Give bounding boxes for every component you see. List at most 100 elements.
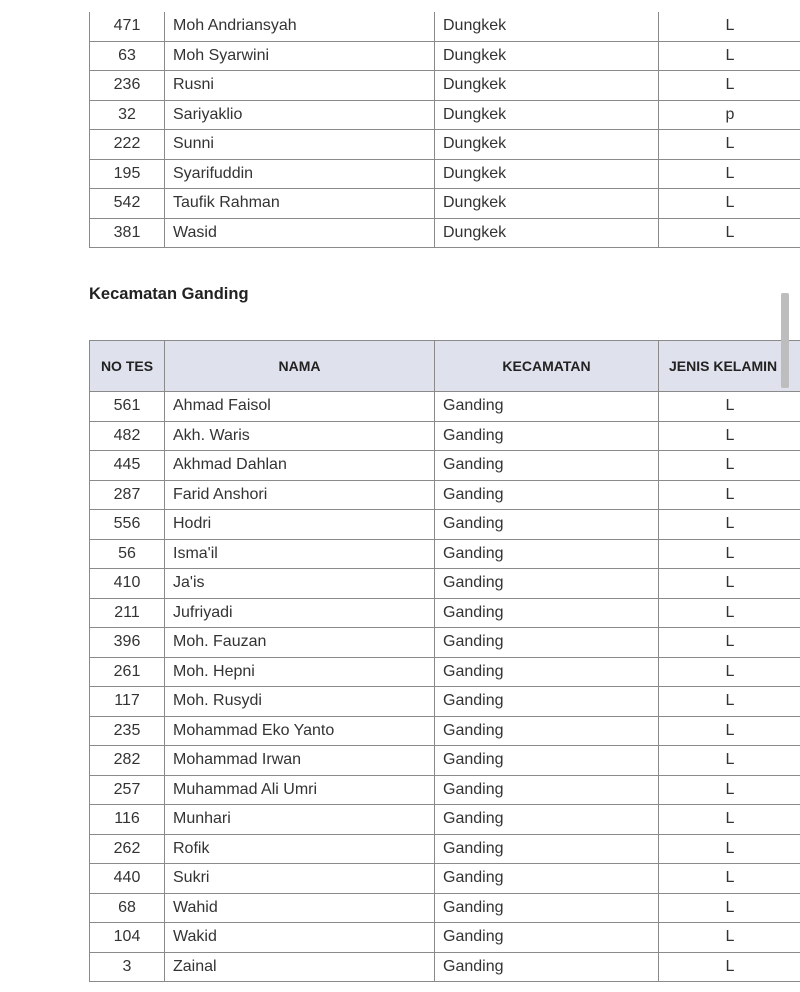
no-tes-cell: 471 [89,12,165,42]
gender-cell: L [658,450,800,481]
gender-cell: L [658,188,800,219]
table-row: 542 Taufik Rahman Dungkek L [89,188,800,219]
kecamatan-cell: Ganding [434,833,659,864]
kecamatan-cell: Ganding [434,420,659,451]
gender-cell: L [658,391,800,422]
no-tes-cell: 235 [89,715,165,746]
no-tes-cell: 440 [89,863,165,894]
no-tes-cell: 257 [89,774,165,805]
no-tes-cell: 3 [89,951,165,982]
no-tes-cell: 63 [89,40,165,71]
gender-cell: L [658,627,800,658]
name-cell: Moh Syarwini [164,40,435,71]
table-row: 471 Moh Andriansyah Dungkek L [89,12,800,42]
table-row: 63 Moh Syarwini Dungkek L [89,40,800,71]
gender-cell: L [658,656,800,687]
name-cell: Akh. Waris [164,420,435,451]
gender-cell: L [658,833,800,864]
gender-cell: L [658,129,800,160]
name-cell: Zainal [164,951,435,982]
name-cell: Munhari [164,804,435,835]
name-cell: Sariyaklio [164,99,435,130]
gender-cell: L [658,686,800,717]
name-cell: Muhammad Ali Umri [164,774,435,805]
ganding-table: NO TES NAMA KECAMATAN JENIS KELAMIN 561 A… [89,340,800,982]
gender-cell: L [658,479,800,510]
no-tes-cell: 56 [89,538,165,569]
kecamatan-cell: Ganding [434,627,659,658]
table-row: 381 Wasid Dungkek L [89,217,800,248]
kecamatan-cell: Dungkek [434,99,659,130]
table-row: 211 Jufriyadi Ganding L [89,597,800,628]
gender-cell: L [658,509,800,540]
table-row: 222 Sunni Dungkek L [89,129,800,160]
name-cell: Isma'il [164,538,435,569]
kecamatan-cell: Ganding [434,538,659,569]
name-cell: Akhmad Dahlan [164,450,435,481]
no-tes-cell: 222 [89,129,165,160]
table-row: 445 Akhmad Dahlan Ganding L [89,450,800,481]
table-row: 116 Munhari Ganding L [89,804,800,835]
kecamatan-cell: Ganding [434,509,659,540]
kecamatan-cell: Dungkek [434,12,659,42]
kecamatan-cell: Ganding [434,951,659,982]
gender-cell: L [658,70,800,101]
no-tes-cell: 117 [89,686,165,717]
name-cell: Ja'is [164,568,435,599]
header-kecamatan: KECAMATAN [434,340,659,392]
table-row: 261 Moh. Hepni Ganding L [89,656,800,687]
kecamatan-cell: Ganding [434,568,659,599]
no-tes-cell: 282 [89,745,165,776]
name-cell: Jufriyadi [164,597,435,628]
name-cell: Sukri [164,863,435,894]
no-tes-cell: 542 [89,188,165,219]
name-cell: Sunni [164,129,435,160]
name-cell: Wakid [164,922,435,953]
name-cell: Moh. Hepni [164,656,435,687]
table-row: 282 Mohammad Irwan Ganding L [89,745,800,776]
name-cell: Taufik Rahman [164,188,435,219]
kecamatan-cell: Ganding [434,922,659,953]
header-nama: NAMA [164,340,435,392]
no-tes-cell: 104 [89,922,165,953]
name-cell: Moh. Rusydi [164,686,435,717]
no-tes-cell: 236 [89,70,165,101]
gender-cell: L [658,863,800,894]
name-cell: Rusni [164,70,435,101]
kecamatan-cell: Dungkek [434,188,659,219]
table-row: 440 Sukri Ganding L [89,863,800,894]
kecamatan-cell: Ganding [434,892,659,923]
no-tes-cell: 195 [89,158,165,189]
table-row: 56 Isma'il Ganding L [89,538,800,569]
name-cell: Mohammad Irwan [164,745,435,776]
table-row: 561 Ahmad Faisol Ganding L [89,391,800,422]
gender-cell: L [658,922,800,953]
name-cell: Farid Anshori [164,479,435,510]
gender-cell: L [658,774,800,805]
kecamatan-cell: Ganding [434,597,659,628]
no-tes-cell: 445 [89,450,165,481]
gender-cell: L [658,40,800,71]
name-cell: Wahid [164,892,435,923]
name-cell: Moh Andriansyah [164,12,435,42]
gender-cell: L [658,217,800,248]
no-tes-cell: 262 [89,833,165,864]
gender-cell: L [658,597,800,628]
no-tes-cell: 211 [89,597,165,628]
table-row: 117 Moh. Rusydi Ganding L [89,686,800,717]
header-no-tes: NO TES [89,340,165,392]
no-tes-cell: 287 [89,479,165,510]
kecamatan-cell: Dungkek [434,217,659,248]
scrollbar-thumb[interactable] [781,293,789,388]
table-row: 32 Sariyaklio Dungkek p [89,99,800,130]
gender-cell: L [658,538,800,569]
gender-cell: L [658,804,800,835]
kecamatan-cell: Ganding [434,715,659,746]
name-cell: Hodri [164,509,435,540]
name-cell: Ahmad Faisol [164,391,435,422]
no-tes-cell: 556 [89,509,165,540]
table-row: 68 Wahid Ganding L [89,892,800,923]
no-tes-cell: 410 [89,568,165,599]
kecamatan-cell: Ganding [434,686,659,717]
kecamatan-cell: Ganding [434,391,659,422]
